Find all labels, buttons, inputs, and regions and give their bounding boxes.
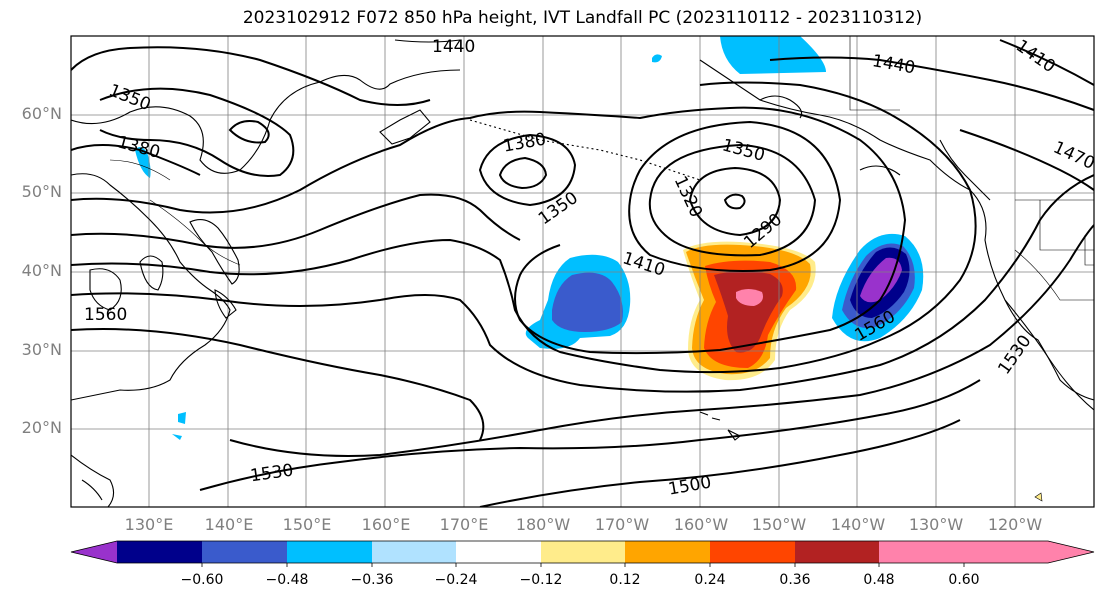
colorbar-segment-0 (71, 541, 117, 563)
colorbar-tick-7: 0.36 (779, 572, 811, 588)
height-contours (71, 39, 1094, 507)
colorbar-tick-4: −0.12 (519, 572, 563, 588)
contour-label-1410-ne: 1410 (1012, 36, 1059, 77)
colorbar-segment-4 (372, 541, 456, 563)
lat-label-40n: 40°N (21, 261, 62, 280)
colorbar (70, 540, 1095, 567)
contour-label-1530-east: 1530 (994, 332, 1035, 379)
map-frame (70, 35, 1095, 508)
lat-label-50n: 50°N (21, 182, 62, 201)
ivt-patch-southwest (178, 412, 186, 424)
colorbar-segment-10 (879, 541, 964, 563)
colorbar-segment-2 (202, 541, 287, 563)
ivt-patch-small (652, 54, 662, 63)
colorbar-segment-1 (117, 541, 202, 563)
colorbar-segment-11 (964, 541, 1094, 563)
contour-label-1350-low: 1350 (720, 135, 767, 166)
lon-label-140e: 140°E (204, 515, 254, 534)
contour-label-1410-center: 1410 (620, 248, 667, 280)
contour-label-1500: 1500 (667, 472, 713, 499)
contour-label-1350-center: 1350 (535, 188, 582, 229)
coastlines (71, 39, 1094, 507)
ivt-patch-alaska (720, 36, 826, 74)
colorbar-tick-8: 0.48 (863, 572, 895, 588)
ivt-patch-southeast (1034, 492, 1043, 502)
colorbar-tick-2: −0.36 (350, 572, 394, 588)
colorbar-tick-5: 0.12 (609, 572, 641, 588)
colorbar-tick-3: −0.24 (434, 572, 478, 588)
colorbar-segment-3 (287, 541, 372, 563)
map-title: 2023102912 F072 850 hPa height, IVT Land… (242, 8, 923, 28)
ivt-positive-center (683, 241, 816, 381)
colorbar-segment-8 (710, 541, 795, 563)
contour-label-1530-south: 1530 (249, 461, 295, 487)
ivt-patch-japan-north (135, 146, 151, 178)
lat-label-60n: 60°N (21, 104, 62, 123)
lon-label-130w: 130°W (908, 515, 964, 534)
colorbar-tick-9: 0.60 (948, 572, 980, 588)
lon-label-140w: 140°W (830, 515, 886, 534)
ivt-negative-west (525, 254, 631, 349)
contour-label-1560-west: 1560 (84, 305, 127, 325)
lon-label-150w: 150°W (751, 515, 807, 534)
colorbar-segment-7 (625, 541, 710, 563)
colorbar-tick-1: −0.48 (265, 572, 309, 588)
contour-label-1350-nw: 1350 (106, 80, 154, 115)
lon-label-160e: 160°E (361, 515, 411, 534)
contour-1290 (723, 193, 746, 210)
lon-label-160w: 160°W (673, 515, 729, 534)
map-area: 1440 1350 1380 1380 1350 1350 1320 1290 … (71, 36, 1094, 507)
lon-label-120w: 120°W (987, 515, 1043, 534)
colorbar-tick-0: −0.60 (180, 572, 224, 588)
lon-label-180w: 180°W (515, 515, 571, 534)
lon-label-170e: 170°E (439, 515, 489, 534)
ivt-patch-southwest-2 (172, 434, 182, 440)
colorbar-segment-9 (795, 541, 879, 563)
contour-label-1440-north: 1440 (432, 37, 475, 57)
contour-label-1380-center: 1380 (502, 129, 548, 156)
lon-label-170w: 170°W (594, 515, 650, 534)
contour-label-1440-ne: 1440 (871, 51, 917, 78)
colorbar-outline (70, 540, 1095, 564)
lat-label-20n: 20°N (21, 418, 62, 437)
colorbar-segment-6 (541, 541, 625, 563)
lat-label-30n: 30°N (21, 340, 62, 359)
colorbar-tick-6: 0.24 (694, 572, 726, 588)
lon-label-150e: 150°E (282, 515, 332, 534)
colorbar-segment-5 (456, 541, 541, 563)
lon-label-130e: 130°E (124, 515, 174, 534)
